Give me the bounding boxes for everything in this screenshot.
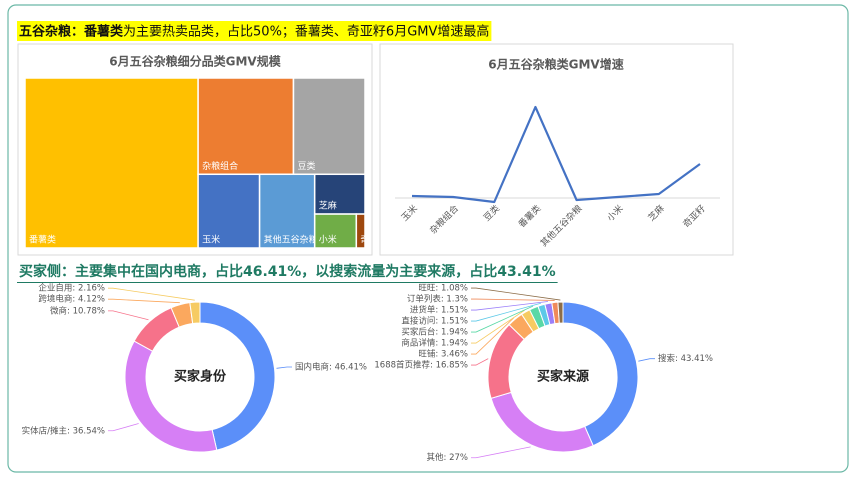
slice-label: 1688首页推荐: 16.85% <box>374 360 468 371</box>
cell-label: 杂粮组合 <box>202 160 238 172</box>
slice-label: 其他: 27% <box>427 452 468 463</box>
slice-label: 旺铺: 3.46% <box>418 349 468 360</box>
leader-line <box>276 366 292 369</box>
line-panel <box>379 43 734 256</box>
gmv-growth-line <box>411 105 701 204</box>
slice-label: 跨境电商: 4.12% <box>38 294 105 305</box>
leader-line <box>638 358 655 362</box>
donut-center-label: 买家来源 <box>537 369 589 385</box>
section-heading: 买家侧：主要集中在国内电商，占比46.41%，以搜索流量为主要来源，占比43.4… <box>19 263 556 280</box>
slice-label: 订单列表: 1.3% <box>407 294 468 305</box>
leader-line <box>108 423 139 432</box>
treemap-cell <box>292 77 366 176</box>
cell-label: 小米 <box>319 234 337 246</box>
donut-slice <box>189 301 201 325</box>
treemap-cell <box>197 173 261 249</box>
cell-label: 番薯类 <box>29 234 56 246</box>
leader-line <box>471 309 525 344</box>
chart-title: 6月五谷杂粮细分品类GMV规模 <box>109 54 281 69</box>
cell-label: 豆类 <box>297 160 315 172</box>
leader-line <box>471 302 541 322</box>
treemap-cell <box>197 77 295 176</box>
cell-label: 芝麻 <box>319 200 337 212</box>
leader-line <box>471 287 561 301</box>
donut-slice <box>557 301 564 324</box>
slice-label: 商品详情: 1.94% <box>401 338 468 349</box>
cell-label: 奇亚籽 <box>360 234 387 246</box>
leader-line <box>471 446 531 459</box>
treemap-cell <box>313 213 358 249</box>
leader-line <box>471 358 489 366</box>
leader-line <box>471 298 555 301</box>
treemap-cell <box>313 173 366 215</box>
highlight <box>17 21 492 41</box>
slice-label: 旺旺: 1.08% <box>418 284 468 294</box>
leader-line <box>471 301 548 311</box>
slice-label: 进货单: 1.51% <box>410 305 468 316</box>
leader-line <box>471 317 515 355</box>
leader-line <box>471 305 534 333</box>
treemap-cell <box>258 173 316 249</box>
slice-label: 搜索: 43.41% <box>658 353 713 364</box>
slice-label: 买家后台: 1.94% <box>401 327 468 338</box>
leader-line <box>108 298 180 304</box>
slice-label: 企业自用: 2.16% <box>38 283 105 294</box>
chart-title: 6月五谷杂粮类GMV增速 <box>488 57 623 72</box>
cell-label: 玉米 <box>202 234 220 246</box>
treemap-cell <box>355 213 366 249</box>
slice-label: 直接访问: 1.51% <box>401 316 468 327</box>
leader-line <box>108 310 149 321</box>
slice-label: 实体店/摊主: 36.54% <box>22 425 105 436</box>
header-segment: 为主要热卖品类，占比50%；番薯类、奇亚籽6月GMV增速最高 <box>123 23 489 39</box>
treemap-cell <box>24 77 199 249</box>
slice-label: 国内电商: 46.41% <box>295 361 367 372</box>
header-segment: 番薯类 <box>83 23 124 39</box>
leader-line <box>108 287 195 301</box>
slice-label: 微商: 10.78% <box>50 305 105 316</box>
donut-center-label: 买家身份 <box>174 369 227 385</box>
cell-label: 其他五谷杂粮 <box>264 234 318 246</box>
header: 五谷杂粮：番薯类为主要热卖品类，占比50%；番薯类、奇亚籽6月GMV增速最高 <box>19 23 489 39</box>
donut-slice <box>199 301 276 451</box>
header-segment: 五谷杂粮： <box>19 23 84 39</box>
